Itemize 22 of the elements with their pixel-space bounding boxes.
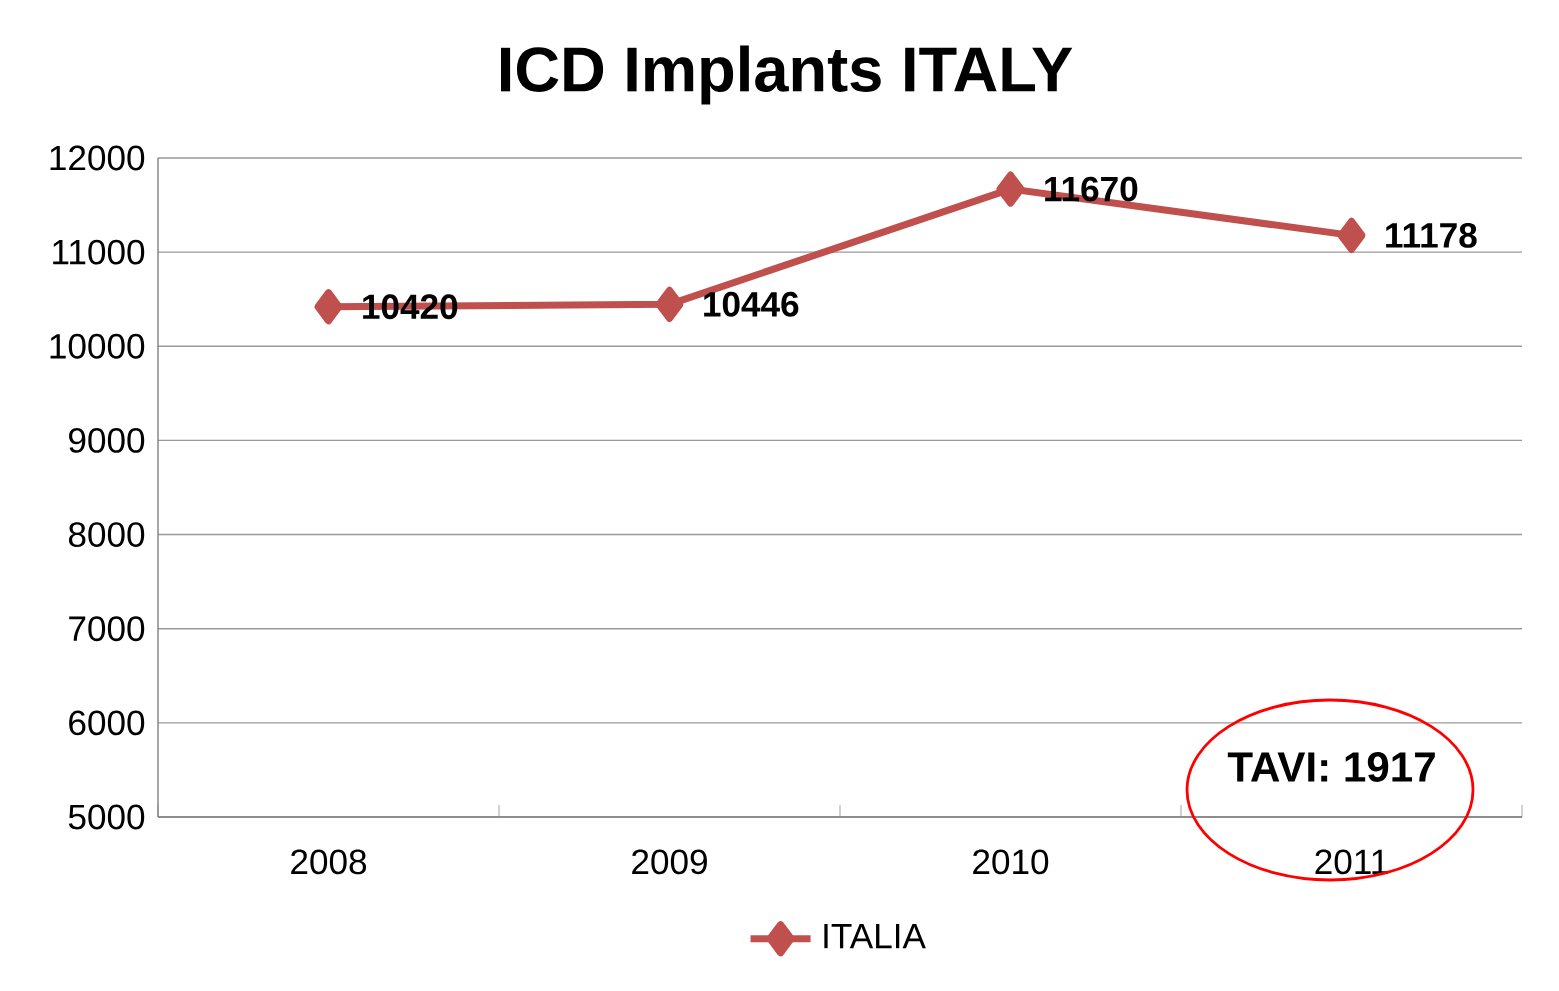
y-tick-label: 5000 bbox=[68, 804, 145, 830]
x-tick-label: 2008 bbox=[291, 849, 367, 875]
chart-title: ICD Implants ITALY bbox=[501, 45, 1073, 105]
point bbox=[1337, 217, 1366, 253]
annotation: TAVI: 1917 bbox=[1227, 752, 1435, 782]
y-tick-label: 8000 bbox=[68, 522, 145, 547]
point bbox=[655, 286, 684, 322]
data-label: 11670 bbox=[1045, 176, 1138, 202]
data-label: 10446 bbox=[704, 291, 799, 317]
legend-label: ITALIA bbox=[824, 923, 926, 949]
x-tick-label: 2010 bbox=[973, 849, 1049, 875]
x-tick-label: 2011 bbox=[1315, 849, 1388, 875]
point bbox=[314, 289, 343, 325]
y-tick-label: 11000 bbox=[53, 239, 145, 265]
x-tick-label: 2009 bbox=[632, 849, 707, 875]
point bbox=[996, 171, 1025, 207]
data-label: 11178 bbox=[1386, 222, 1477, 248]
y-tick-label: 6000 bbox=[69, 710, 145, 736]
y-tick-label: 10000 bbox=[50, 333, 145, 359]
y-tick-label: 7000 bbox=[69, 616, 145, 642]
y-tick-label: 9000 bbox=[69, 427, 145, 453]
y-tick-label: 12000 bbox=[50, 145, 145, 171]
